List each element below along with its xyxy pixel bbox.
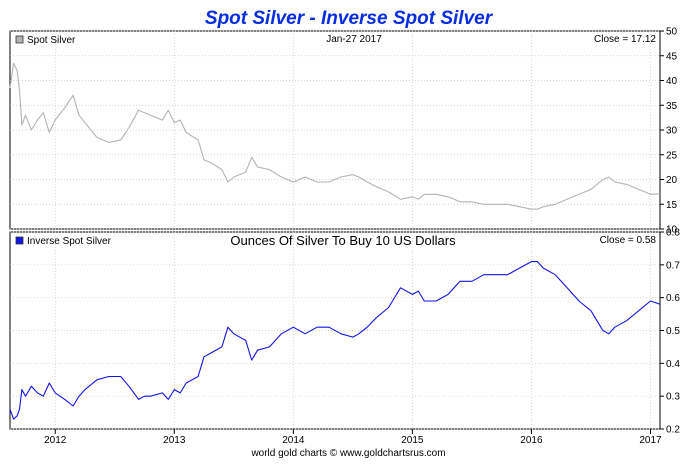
inverse-y-tick-label: 0.6 [666,293,680,304]
x-tick-label: 2015 [401,435,424,446]
panel-subtitle: Ounces Of Silver To Buy 10 US Dollars [230,233,456,248]
inverse-y-tick-label: 0.2 [666,425,680,436]
lower-panel: 0.2 0.3 0.4 0.5 0.6 0.7 0.8 Inverse Spot Silver… [9,228,680,436]
silver-y-tick-label: 50 [666,27,678,38]
silver-y-tick-label: 40 [666,76,678,87]
inverse-y-tick-label: 0.8 [666,228,680,239]
silver-legend: Spot Silver [27,35,76,46]
silver-y-tick-label: 45 [666,51,678,62]
x-tick-label: 2017 [639,435,662,446]
inverse-y-tick-label: 0.5 [666,326,680,337]
silver-series-line [9,62,661,210]
silver-y-tick-label: 20 [666,175,678,186]
footer-credit: world gold charts © www.goldchartsrus.co… [251,448,446,459]
silver-y-tick-label: 35 [666,101,678,112]
chart-title: Spot Silver - Inverse Spot Silver [204,8,493,29]
x-tick-label: 2012 [44,435,67,446]
x-tick-label: 2014 [282,435,305,446]
inverse-y-tick-label: 0.3 [666,392,680,403]
inverse-y-tick-label: 0.7 [666,260,680,271]
silver-y-tick-label: 30 [666,126,678,137]
silver-y-tick-label: 10 [666,225,678,236]
date-label: Jan-27 2017 [326,34,382,45]
inverse-y-tick-label: 0.4 [666,359,680,370]
upper-panel: 10 15 20 25 30 35 40 45 50 Spot Silver Close = 17.… [9,27,678,236]
silver-legend-swatch [15,35,24,44]
x-tick-label: 2016 [520,435,543,446]
x-tick-label: 2013 [163,435,186,446]
silver-y-tick-label: 15 [666,200,678,211]
silver-y-tick-label: 25 [666,150,678,161]
silver-close-label: Close = 17.12 [594,34,656,45]
inverse-series-line [9,261,661,420]
inverse-legend-swatch [15,236,24,245]
inverse-legend: Inverse Spot Silver [27,236,112,247]
inverse-close-label: Close = 0.58 [600,235,657,246]
x-axis: 2012 2013 2014 2015 2016 2017 [44,429,662,446]
